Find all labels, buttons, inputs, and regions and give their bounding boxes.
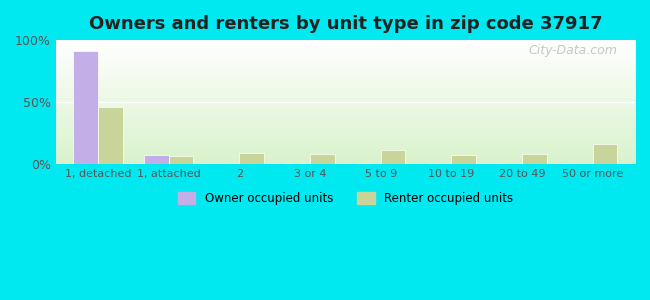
- Bar: [568, 163, 593, 164]
- Bar: [169, 157, 194, 164]
- Bar: [593, 144, 618, 164]
- Bar: [451, 155, 476, 164]
- Bar: [310, 154, 335, 164]
- Title: Owners and renters by unit type in zip code 37917: Owners and renters by unit type in zip c…: [88, 15, 602, 33]
- Bar: [214, 163, 239, 164]
- Text: City-Data.com: City-Data.com: [528, 44, 618, 57]
- Bar: [497, 163, 522, 164]
- Bar: [426, 163, 451, 164]
- Legend: Owner occupied units, Renter occupied units: Owner occupied units, Renter occupied un…: [173, 188, 518, 210]
- Bar: [522, 154, 547, 164]
- Bar: [144, 155, 169, 164]
- Bar: [381, 150, 406, 164]
- Bar: [239, 153, 264, 164]
- Bar: [98, 107, 123, 164]
- Bar: [73, 51, 98, 164]
- Bar: [285, 163, 310, 164]
- Bar: [356, 163, 381, 164]
